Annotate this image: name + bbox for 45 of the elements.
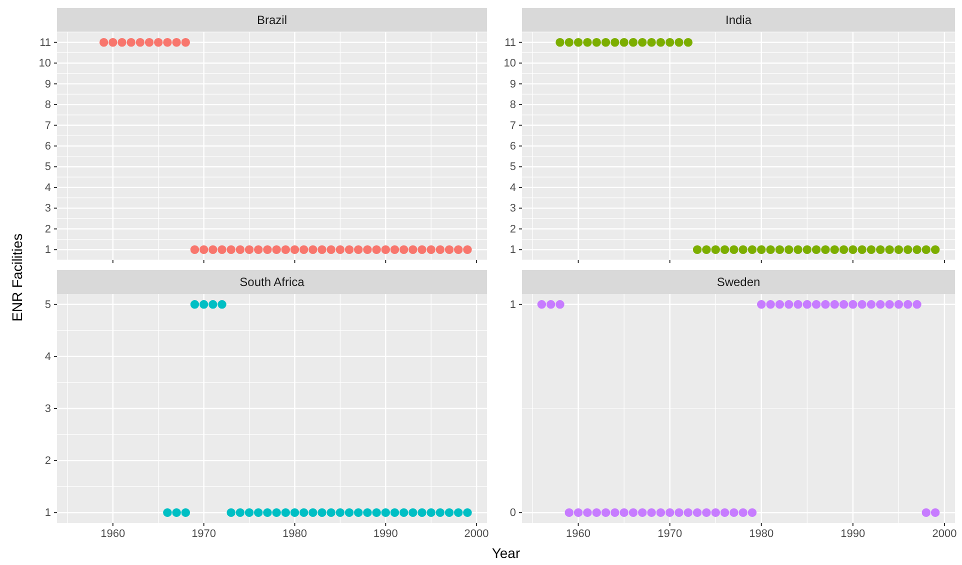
chart-title: Sweden xyxy=(716,275,760,289)
y-tick-label: 9 xyxy=(44,78,51,90)
y-tick-label: 9 xyxy=(510,78,516,90)
chart-title: India xyxy=(725,13,752,27)
chart-title: South Africa xyxy=(240,275,305,289)
y-tick-label: 4 xyxy=(44,350,51,363)
y-tick-label: 5 xyxy=(44,161,51,174)
y-tick-label: 2 xyxy=(44,455,51,468)
x-tick-label: 1960 xyxy=(566,528,591,540)
y-tick-label: 3 xyxy=(44,202,51,215)
y-tick-label: 2 xyxy=(510,223,516,236)
chart-title: Brazil xyxy=(256,13,288,27)
y-tick-label: 8 xyxy=(44,99,51,112)
y-tick-label: 1 xyxy=(510,298,516,311)
y-tick-label: 4 xyxy=(44,182,51,194)
x-tick-label: 2000 xyxy=(932,528,957,540)
y-tick-label: 6 xyxy=(44,140,51,152)
y-tick-label: 6 xyxy=(510,140,516,152)
y-tick-label: 1 xyxy=(510,244,516,256)
x-tick-label: 1970 xyxy=(192,528,216,540)
y-tick-label: 11 xyxy=(40,36,51,49)
y-tick-label: 11 xyxy=(504,36,516,49)
y-tick-label: 10 xyxy=(504,58,516,70)
y-tick-label: 2 xyxy=(44,223,51,236)
y-tick-label: 1 xyxy=(44,244,51,256)
x-axis-title: Year xyxy=(492,545,520,561)
x-tick-label: 1980 xyxy=(282,528,307,540)
x-tick-label: 1960 xyxy=(100,528,126,540)
y-tick-label: 10 xyxy=(38,58,51,70)
y-tick-label: 3 xyxy=(44,403,51,415)
y-tick-label: 0 xyxy=(510,507,516,520)
y-tick-label: 4 xyxy=(510,182,516,194)
x-tick-label: 1990 xyxy=(373,528,398,540)
x-tick-label: 1990 xyxy=(840,528,866,540)
y-tick-label: 8 xyxy=(510,99,516,112)
y-tick-label: 7 xyxy=(510,120,516,132)
y-tick-label: 1 xyxy=(44,507,51,520)
y-tick-label: 5 xyxy=(510,161,516,174)
x-tick-label: 1980 xyxy=(749,528,774,540)
x-tick-label: 2000 xyxy=(464,528,489,540)
y-tick-label: 5 xyxy=(44,298,51,311)
y-tick-label: 3 xyxy=(510,202,516,215)
y-tick-label: 7 xyxy=(44,120,51,132)
x-tick-label: 1970 xyxy=(658,528,682,540)
y-axis-title: ENR Facilities xyxy=(9,234,25,322)
